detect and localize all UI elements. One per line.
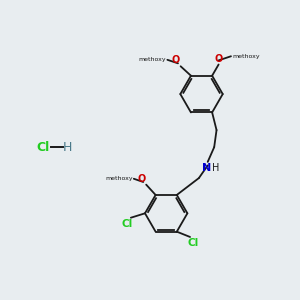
Text: Cl: Cl: [122, 219, 133, 229]
Text: O: O: [137, 174, 145, 184]
Text: O: O: [171, 55, 179, 65]
Text: Cl: Cl: [188, 238, 199, 248]
Text: H: H: [62, 141, 72, 154]
Text: O: O: [214, 54, 223, 64]
Text: methoxy: methoxy: [232, 54, 260, 59]
Text: Cl: Cl: [36, 141, 49, 154]
Text: H: H: [212, 163, 220, 173]
Text: methoxy: methoxy: [139, 57, 166, 62]
Text: N: N: [202, 164, 212, 173]
Text: methoxy: methoxy: [105, 176, 133, 181]
